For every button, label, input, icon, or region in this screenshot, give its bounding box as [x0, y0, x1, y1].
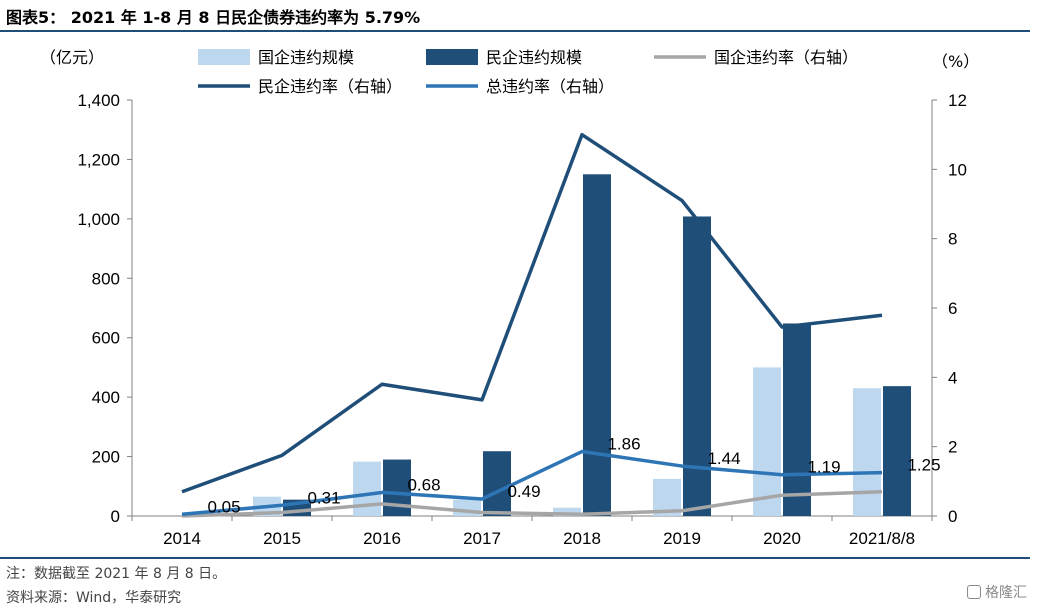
total-rate-data-label: 1.86: [607, 435, 640, 454]
x-tick-label: 2017: [463, 529, 501, 548]
line-total-rate: [181, 449, 883, 517]
lines-group: [181, 132, 883, 518]
bar-private-2021/8/8: [883, 386, 911, 516]
bar-private-2018: [583, 174, 611, 517]
bar-private-2019: [683, 216, 711, 517]
bars-group: [183, 174, 911, 517]
legend-group: 国企违约规模 民企违约规模 国企违约率（右轴） 民企违约率（右轴） 总违约率（右轴）: [198, 48, 858, 96]
right-tick-label: 4: [948, 368, 957, 387]
right-tick-label: 12: [948, 91, 967, 110]
bar-soe-2021/8/8: [853, 388, 881, 516]
legend-swatch-bar-1: [426, 49, 478, 65]
legend-label-2: 国企违约率（右轴）: [714, 48, 858, 67]
title-divider: [0, 30, 1030, 32]
legend-label-1: 民企违约规模: [486, 48, 582, 67]
watermark-text: 格隆汇: [985, 585, 1027, 601]
bar-soe-2016: [353, 461, 381, 516]
footnote: 注：数据截至 2021 年 8 月 8 日。: [6, 566, 227, 582]
right-tick-label: 0: [948, 507, 957, 526]
x-tick-label: 2015: [263, 529, 301, 548]
legend-label-4: 总违约率（右轴）: [486, 77, 614, 96]
x-tick-label: 2020: [763, 529, 801, 548]
footer-divider: [0, 557, 1030, 559]
bar-soe-2020: [753, 367, 781, 516]
total-rate-data-label: 0.68: [407, 475, 440, 494]
left-tick-label: 1,000: [77, 210, 120, 229]
source-note: 资料来源：Wind，华泰研究: [6, 590, 182, 606]
total-rate-data-label: 0.05: [207, 497, 240, 516]
total-rate-data-label: 0.49: [507, 482, 540, 501]
legend-swatch-bar-0: [198, 49, 250, 65]
watermark: 格隆汇: [967, 582, 1027, 602]
bar-soe-2018: [553, 507, 581, 516]
total-rate-data-label: 1.44: [707, 449, 740, 468]
x-tick-label: 2014: [163, 529, 201, 548]
left-tick-label: 400: [92, 388, 120, 407]
bar-private-2017: [483, 451, 511, 516]
x-tick-label: 2018: [563, 529, 601, 548]
left-tick-label: 600: [92, 329, 120, 348]
x-tick-label: 2019: [663, 529, 701, 548]
left-tick-label: 1,400: [77, 91, 120, 110]
total-rate-data-label: 1.25: [907, 456, 940, 475]
right-tick-label: 2: [948, 438, 957, 457]
right-axis-unit-label: （%）: [932, 52, 979, 71]
axes-group: 0 200 400 600 800 1,000 1,200 1,400 0 2 4 6 8 10 12 201…: [40, 48, 979, 548]
left-tick-label: 1,200: [77, 150, 120, 169]
data-labels-group: 0.05 0.31 0.68 0.49 1.86 1.44 1.19 1.25: [207, 435, 940, 517]
x-tick-label: 2021/8/8: [849, 529, 915, 548]
total-rate-data-label: 1.19: [807, 458, 840, 477]
figure-title: 图表5： 2021 年 1-8 月 8 日民企债券违约率为 5.79%: [6, 8, 421, 27]
left-tick-label: 800: [92, 269, 120, 288]
left-axis-unit-label: （亿元）: [40, 48, 104, 67]
line-soe-rate: [181, 489, 883, 518]
right-tick-label: 10: [948, 160, 967, 179]
right-tick-label: 8: [948, 230, 957, 249]
bar-private-2020: [783, 323, 811, 516]
line-private-rate: [181, 132, 883, 494]
x-tick-label: 2016: [363, 529, 401, 548]
total-rate-data-label: 0.31: [307, 488, 340, 507]
chart-svg: 0 200 400 600 800 1,000 1,200 1,400 0 2 4 6 8 10 12 201…: [40, 48, 979, 548]
left-tick-label: 0: [111, 507, 120, 526]
legend-label-0: 国企违约规模: [258, 48, 354, 67]
right-tick-label: 6: [948, 299, 957, 318]
watermark-logo-icon: [967, 585, 981, 599]
legend-label-3: 民企违约率（右轴）: [258, 77, 402, 96]
left-tick-label: 200: [92, 448, 120, 467]
